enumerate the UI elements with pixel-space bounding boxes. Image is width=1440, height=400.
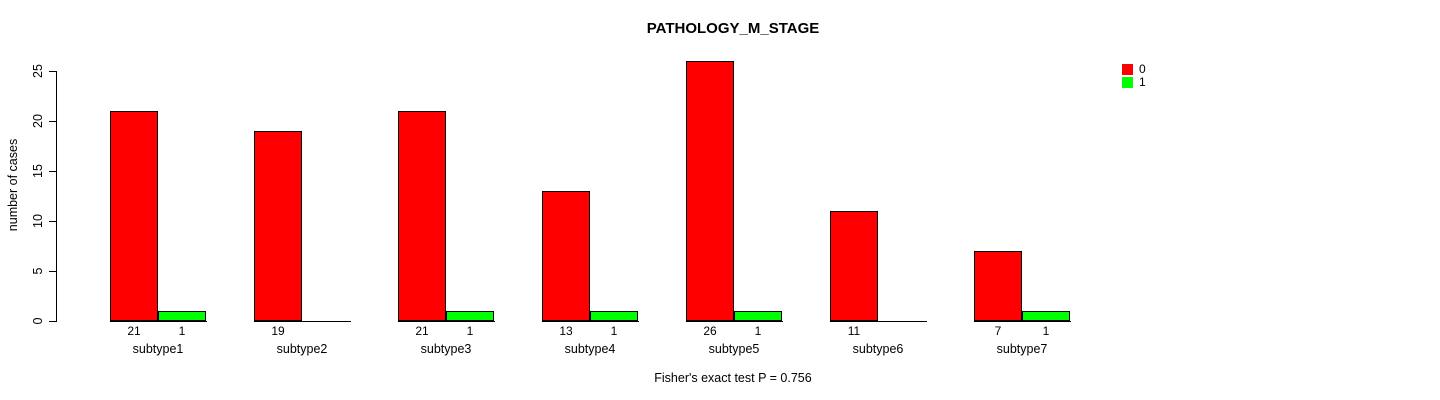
bar-value-label: 1 <box>178 324 186 338</box>
bar-1-subtype7 <box>1022 311 1070 321</box>
group-baseline <box>542 321 639 322</box>
legend-swatch-0 <box>1122 64 1133 75</box>
bar-value-label: 19 <box>271 324 285 338</box>
bar-0-subtype6 <box>830 211 878 321</box>
legend-label: 0 <box>1139 62 1146 76</box>
fisher-test-caption: Fisher's exact test P = 0.756 <box>654 371 812 385</box>
y-axis-line <box>56 71 57 322</box>
bar-0-subtype4 <box>542 191 590 321</box>
bar-0-subtype7 <box>974 251 1022 321</box>
category-label: subtype1 <box>132 342 184 356</box>
bar-value-label: 21 <box>127 324 141 338</box>
bar-0-subtype3 <box>398 111 446 321</box>
category-label: subtype2 <box>276 342 328 356</box>
bar-1-subtype5 <box>734 311 782 321</box>
bar-value-label: 26 <box>703 324 717 338</box>
bar-1-subtype1 <box>158 311 206 321</box>
group-baseline <box>974 321 1071 322</box>
y-tick <box>49 221 57 222</box>
legend-swatch-1 <box>1122 77 1133 88</box>
bar-0-subtype1 <box>110 111 158 321</box>
group-baseline <box>110 321 207 322</box>
category-label: subtype5 <box>708 342 760 356</box>
y-tick <box>49 171 57 172</box>
bar-0-subtype2 <box>254 131 302 321</box>
y-tick <box>49 71 57 72</box>
bar-1-subtype4 <box>590 311 638 321</box>
y-tick <box>49 271 57 272</box>
bar-1-subtype3 <box>446 311 494 321</box>
y-tick <box>49 121 57 122</box>
group-baseline <box>686 321 783 322</box>
bar-value-label: 13 <box>559 324 573 338</box>
bar-value-label: 1 <box>754 324 762 338</box>
bar-value-label: 7 <box>994 324 1002 338</box>
chart-title: PATHOLOGY_M_STAGE <box>646 20 820 37</box>
bar-0-subtype5 <box>686 61 734 321</box>
group-baseline <box>830 321 927 322</box>
bar-value-label: 1 <box>610 324 618 338</box>
bar-value-label: 21 <box>415 324 429 338</box>
y-tick <box>49 321 57 322</box>
category-label: subtype4 <box>564 342 616 356</box>
bar-value-label: 1 <box>1042 324 1050 338</box>
category-label: subtype7 <box>996 342 1048 356</box>
bar-value-label: 1 <box>466 324 474 338</box>
legend-label: 1 <box>1139 75 1146 89</box>
group-baseline <box>254 321 351 322</box>
bar-value-label: 11 <box>847 324 861 338</box>
category-label: subtype3 <box>420 342 472 356</box>
category-label: subtype6 <box>852 342 904 356</box>
group-baseline <box>398 321 495 322</box>
